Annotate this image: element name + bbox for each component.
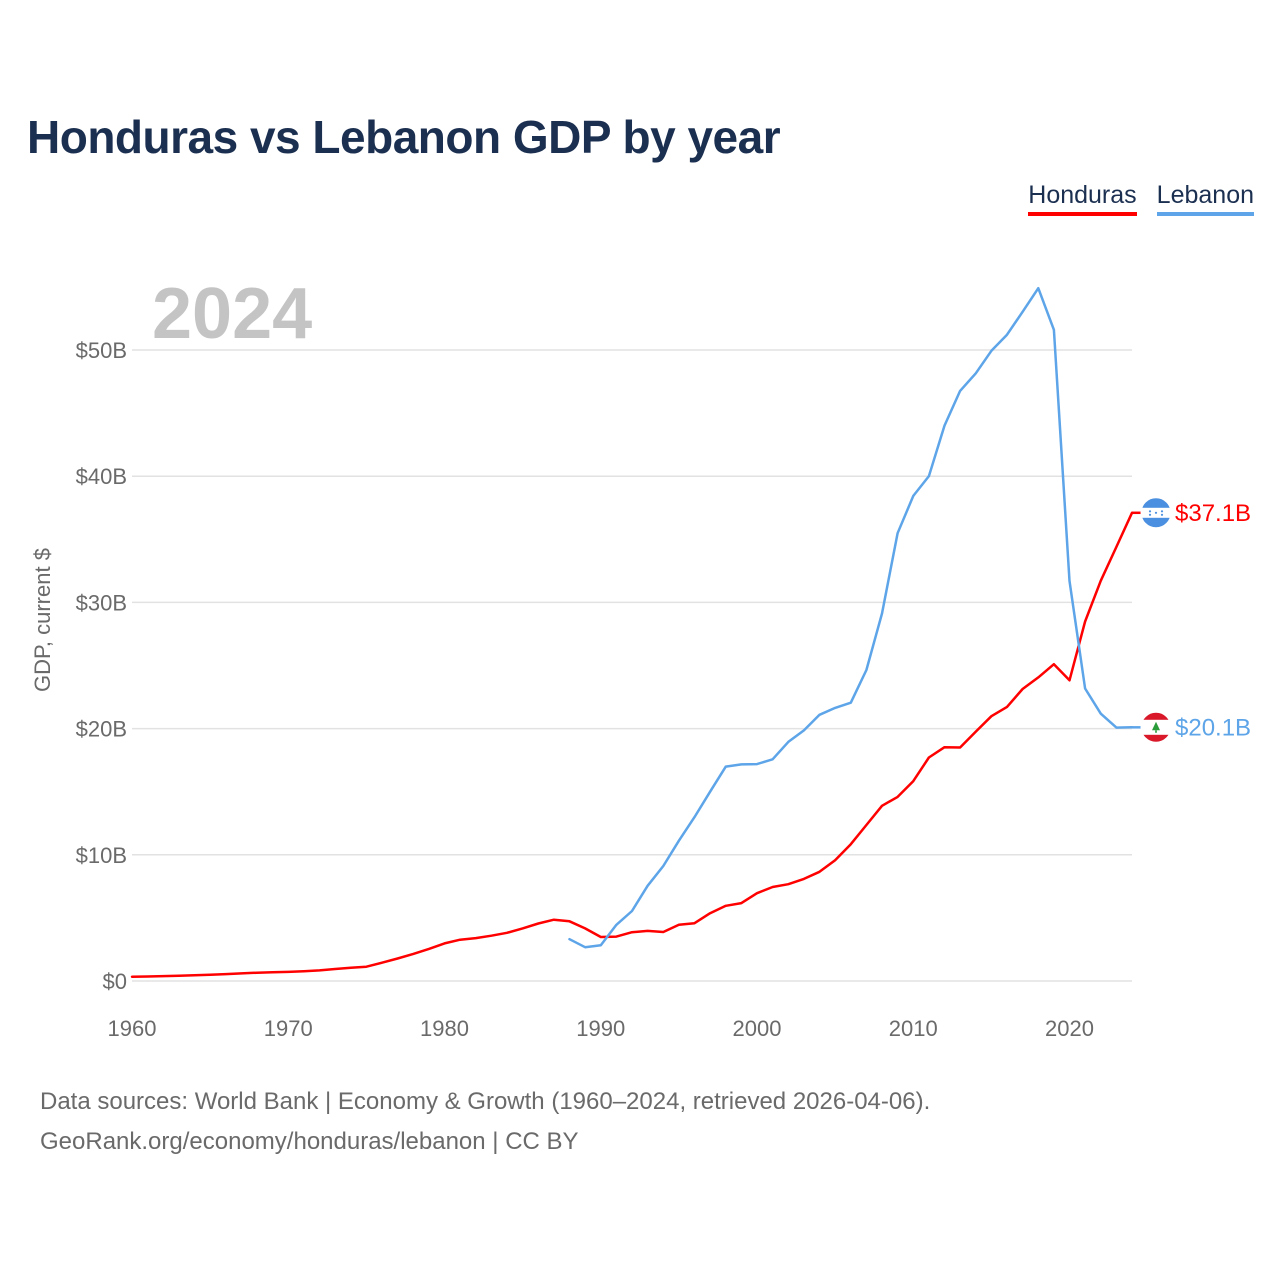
series-line-lebanon [568,286,1134,949]
y-tick-label: $20B [76,717,127,742]
credit-link[interactable]: GeoRank.org/economy/honduras/lebanon | C… [40,1128,579,1155]
lebanon-flag-icon [1140,711,1172,743]
legend: Honduras Lebanon [1028,180,1254,216]
gridlines [132,349,1132,982]
honduras-flag-icon [1140,497,1172,529]
series-line-honduras [130,511,1134,978]
y-tick-label: $0 [103,969,127,994]
x-tick-label: 2000 [733,1016,782,1041]
y-tick-label: $40B [76,464,127,489]
x-axis-ticks: 1960 1970 1980 1990 2000 2010 2020 [108,1016,1094,1041]
chart-title: Honduras vs Lebanon GDP by year [27,111,781,163]
x-tick-label: 1990 [576,1016,625,1041]
y-tick-label: $50B [76,338,127,363]
series-end-markers: $37.1B $20.1B [1132,497,1251,743]
x-tick-label: 1960 [108,1016,157,1041]
footer: Data sources: World Bank | Economy & Gro… [40,1082,930,1162]
legend-item-lebanon[interactable]: Lebanon [1156,180,1254,216]
x-tick-label: 1980 [420,1016,469,1041]
series-lines [130,286,1134,978]
year-watermark: 2024 [152,274,312,354]
legend-item-honduras[interactable]: Honduras [1028,180,1137,216]
y-axis-label: GDP, current $ [30,548,55,692]
y-axis-ticks: $0 $10B $20B $30B $40B $50B [76,338,127,994]
x-tick-label: 1970 [264,1016,313,1041]
end-value-label-lebanon: $20.1B [1175,714,1251,741]
end-value-label-honduras: $37.1B [1175,500,1251,527]
y-tick-label: $10B [76,843,127,868]
x-tick-label: 2010 [889,1016,938,1041]
source-note: Data sources: World Bank | Economy & Gro… [40,1088,931,1115]
y-tick-label: $30B [76,590,127,615]
x-tick-label: 2020 [1045,1016,1094,1041]
